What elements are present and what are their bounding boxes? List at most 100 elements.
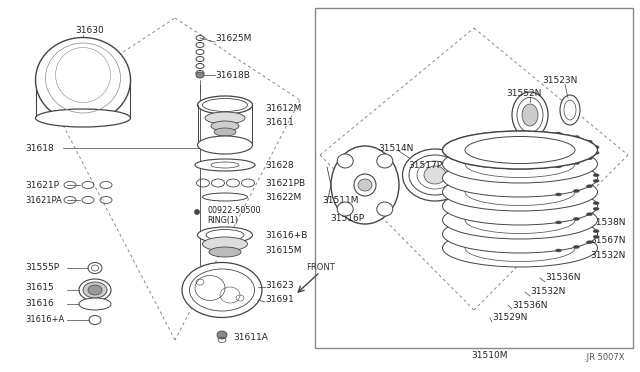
Ellipse shape [465,179,575,205]
Ellipse shape [586,241,593,244]
Ellipse shape [564,100,576,120]
Text: 31532N: 31532N [530,288,565,296]
Ellipse shape [202,237,248,251]
Ellipse shape [556,193,561,196]
Ellipse shape [586,185,593,188]
Ellipse shape [206,230,244,241]
Ellipse shape [442,215,598,253]
Text: FRONT: FRONT [306,263,335,273]
Text: 31555P: 31555P [25,263,59,273]
Ellipse shape [586,196,593,199]
Ellipse shape [209,247,241,257]
Ellipse shape [205,112,245,124]
Ellipse shape [593,230,599,232]
Ellipse shape [442,145,598,183]
Text: 31516P: 31516P [330,214,364,222]
Text: 31616+B: 31616+B [265,231,307,240]
Ellipse shape [198,96,253,114]
Ellipse shape [573,217,579,221]
Text: 31511M: 31511M [322,196,358,205]
Ellipse shape [556,188,561,191]
Bar [315,8,633,348]
Ellipse shape [593,174,599,177]
Ellipse shape [556,249,561,252]
Text: 31616: 31616 [25,299,54,308]
Ellipse shape [556,160,561,163]
Ellipse shape [442,131,598,169]
Ellipse shape [358,179,372,191]
Ellipse shape [195,159,255,171]
Text: 31536N: 31536N [545,273,580,282]
Ellipse shape [88,285,102,295]
Ellipse shape [377,202,393,216]
Text: 31552N: 31552N [506,89,541,97]
Ellipse shape [196,72,204,78]
Ellipse shape [331,146,399,224]
Ellipse shape [573,219,579,222]
Ellipse shape [556,221,561,224]
Ellipse shape [462,171,478,195]
Ellipse shape [442,159,598,197]
Text: 31510M: 31510M [472,350,508,359]
Text: 31622M: 31622M [265,192,301,202]
Text: 31523N: 31523N [542,76,577,84]
Text: 31611: 31611 [265,118,294,126]
Text: 31611A: 31611A [233,334,268,343]
Ellipse shape [79,298,111,310]
Text: 31612M: 31612M [265,103,301,112]
Ellipse shape [465,151,575,177]
Ellipse shape [403,149,467,201]
Ellipse shape [337,202,353,216]
Ellipse shape [522,104,538,126]
Ellipse shape [35,109,131,127]
Text: 00922-50500: 00922-50500 [207,205,260,215]
Ellipse shape [512,92,548,138]
Ellipse shape [573,164,579,167]
Ellipse shape [560,95,580,125]
Ellipse shape [217,331,227,339]
Ellipse shape [195,209,200,215]
Ellipse shape [214,128,236,136]
Ellipse shape [573,161,579,164]
Ellipse shape [586,140,593,143]
Text: 31630: 31630 [75,26,104,35]
Text: 31691: 31691 [265,295,294,305]
Text: 31621PA: 31621PA [25,196,62,205]
Text: 31615: 31615 [25,283,54,292]
Ellipse shape [593,179,599,182]
Text: .JR 5007X: .JR 5007X [584,353,625,362]
Text: 31625M: 31625M [215,33,252,42]
Ellipse shape [556,216,561,219]
Ellipse shape [573,135,579,139]
Ellipse shape [377,154,393,168]
Text: 31517P: 31517P [408,160,442,170]
Ellipse shape [202,99,248,112]
Text: 31621PB: 31621PB [265,179,305,187]
Ellipse shape [442,201,598,239]
Ellipse shape [465,206,575,234]
Ellipse shape [337,154,353,168]
Text: 31628: 31628 [265,160,294,170]
Ellipse shape [573,189,579,192]
Text: 31567N: 31567N [590,235,625,244]
Ellipse shape [593,207,599,210]
Ellipse shape [354,174,376,196]
Ellipse shape [586,157,593,160]
Text: RING(1): RING(1) [207,215,238,224]
Ellipse shape [593,235,599,238]
Ellipse shape [83,282,107,298]
Text: 31616+A: 31616+A [25,315,64,324]
Ellipse shape [79,279,111,301]
Ellipse shape [189,269,255,311]
Ellipse shape [417,161,453,189]
Ellipse shape [198,227,253,243]
Ellipse shape [409,155,461,195]
Ellipse shape [593,151,599,154]
Ellipse shape [517,97,543,132]
Ellipse shape [442,131,598,169]
Text: 31532N: 31532N [590,250,625,260]
Ellipse shape [556,132,561,135]
Ellipse shape [586,168,593,171]
Text: 31618B: 31618B [215,71,250,80]
Ellipse shape [465,137,575,164]
